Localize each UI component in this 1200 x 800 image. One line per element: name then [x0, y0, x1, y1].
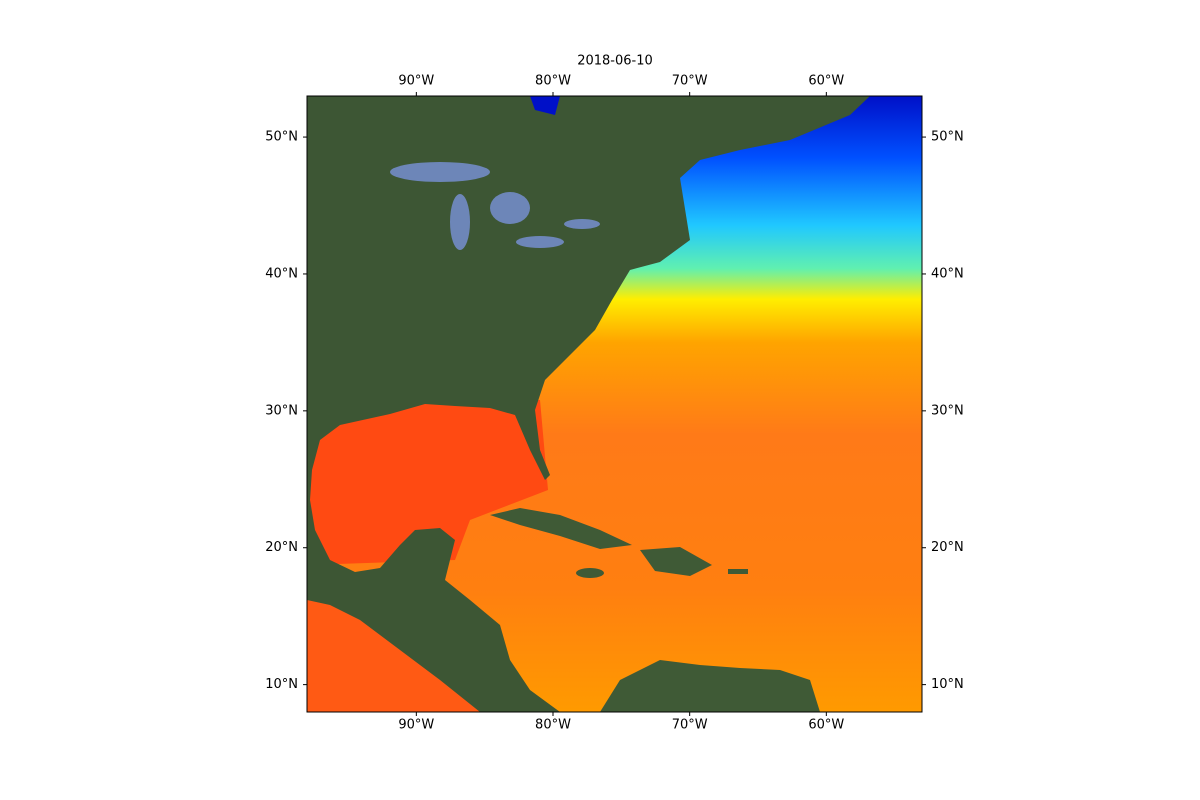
south-america [600, 660, 820, 712]
x-tick-label: 80°W [535, 718, 571, 733]
y-tick-label: 30°N [265, 403, 298, 418]
lake-erie [516, 236, 564, 248]
y-tick-label: 10°N [265, 677, 298, 692]
hispaniola [640, 547, 712, 576]
x-tick-label: 60°W [808, 718, 844, 733]
lake-ontario [564, 219, 600, 229]
gulf-of-mexico [307, 400, 548, 565]
lake-superior [390, 162, 490, 182]
hudson-bay [530, 96, 560, 115]
map-title: 2018-06-10 [577, 54, 653, 69]
y-tick-label: 30°N [931, 403, 964, 418]
puerto-rico [728, 569, 748, 574]
map-frame [306, 95, 923, 713]
jamaica [576, 568, 604, 578]
y-tick-label: 20°N [931, 540, 964, 555]
lake-huron [490, 192, 530, 224]
x-tick-label: 70°W [672, 718, 708, 733]
y-tick-label: 20°N [265, 540, 298, 555]
y-tick-label: 50°N [265, 130, 298, 145]
x-tick-label: 90°W [398, 74, 434, 89]
cuba [490, 508, 632, 549]
x-tick-label: 80°W [535, 74, 571, 89]
x-tick-label: 70°W [672, 74, 708, 89]
y-tick-label: 10°N [931, 677, 964, 692]
map [307, 96, 922, 712]
lake-michigan [450, 194, 470, 250]
y-tick-label: 50°N [931, 130, 964, 145]
x-tick-label: 90°W [398, 718, 434, 733]
y-tick-label: 40°N [931, 266, 964, 281]
x-tick-label: 60°W [808, 74, 844, 89]
y-tick-label: 40°N [265, 266, 298, 281]
north-america [307, 96, 870, 712]
